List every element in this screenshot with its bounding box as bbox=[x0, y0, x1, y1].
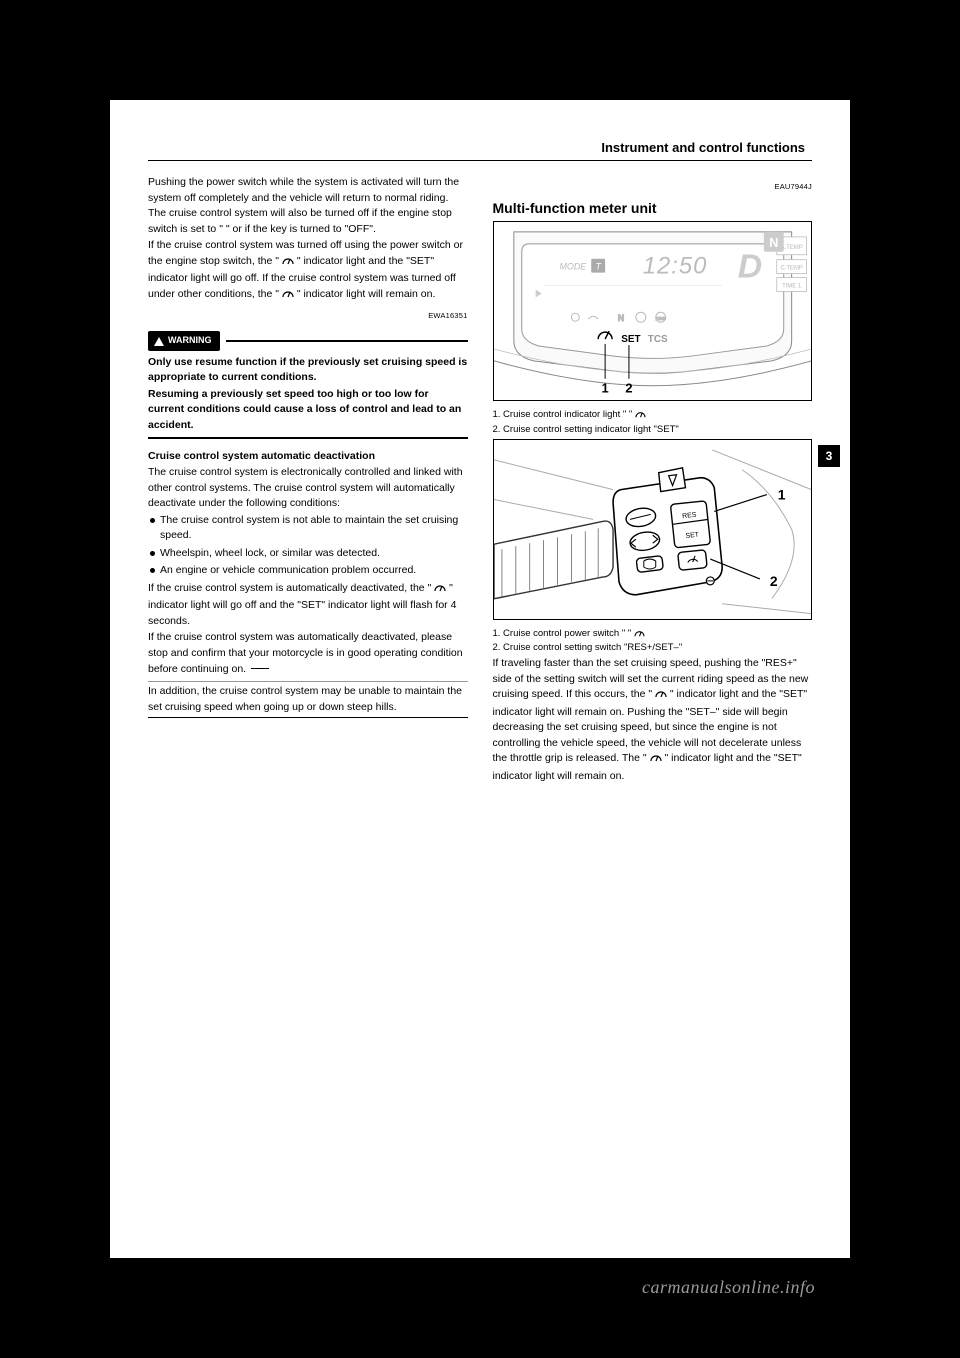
svg-text:TCS: TCS bbox=[647, 334, 667, 345]
svg-text:N: N bbox=[617, 313, 623, 323]
svg-text:ABS: ABS bbox=[655, 316, 666, 322]
warning-triangle-icon bbox=[154, 337, 164, 346]
body-text: Pushing the power switch while the syste… bbox=[148, 175, 468, 237]
warning-badge: WARNING bbox=[148, 331, 220, 350]
list-item: Wheelspin, wheel lock, or similar was de… bbox=[148, 546, 468, 562]
divider-light bbox=[148, 681, 468, 682]
svg-text:SET: SET bbox=[685, 532, 700, 540]
svg-text:1: 1 bbox=[777, 487, 785, 503]
svg-text:1: 1 bbox=[601, 380, 608, 395]
footnote-rule-icon bbox=[251, 665, 269, 672]
warning-label: WARNING bbox=[168, 334, 212, 347]
svg-text:SET: SET bbox=[621, 334, 640, 345]
warning-header: WARNING bbox=[148, 331, 468, 350]
caption-line: 2. Cruise control setting indicator ligh… bbox=[493, 424, 679, 435]
body-text: The cruise control system is electronica… bbox=[148, 465, 468, 512]
figure-handle-switch: RES SET 1 2 bbox=[493, 439, 813, 620]
label-atemp: A.TEMP bbox=[780, 245, 802, 251]
cruise-icon bbox=[650, 753, 662, 769]
warning-heading: Only use resume function if the previous… bbox=[148, 355, 468, 386]
body-text: If the cruise control system is automati… bbox=[148, 581, 468, 630]
svg-text:2: 2 bbox=[625, 380, 632, 395]
cruise-icon bbox=[634, 629, 645, 643]
list-item: The cruise control system is not able to… bbox=[148, 513, 468, 544]
caption-line: 1. Cruise control indicator light " " bbox=[493, 409, 633, 420]
text-columns: Pushing the power switch while the syste… bbox=[148, 175, 812, 786]
divider-dark bbox=[148, 717, 468, 718]
code-label: EAU7944J bbox=[493, 181, 813, 192]
watermark-text: carmanualsonline.info bbox=[642, 1277, 815, 1298]
code-label: EWA16351 bbox=[148, 310, 468, 321]
figure-caption: 1. Cruise control indicator light " " 2.… bbox=[493, 409, 813, 437]
right-column: EAU7944J Multi-function meter unit A.TEM… bbox=[493, 175, 813, 786]
section-heading: Multi-function meter unit bbox=[493, 198, 813, 219]
cruise-icon bbox=[282, 289, 294, 305]
svg-text:RES: RES bbox=[681, 512, 696, 520]
figure-caption: 1. Cruise control power switch " " 2. Cr… bbox=[493, 628, 813, 656]
svg-text:MODE: MODE bbox=[559, 261, 587, 271]
svg-text:T: T bbox=[595, 261, 601, 271]
caption-line: 2. Cruise control setting switch "RES+/S… bbox=[493, 642, 683, 653]
section-tab: 3 bbox=[818, 445, 840, 467]
body-text: In addition, the cruise control system m… bbox=[148, 684, 468, 715]
body-text: If the cruise control system was automat… bbox=[148, 630, 468, 677]
figure-meter-unit: A.TEMP C.TEMP TIME 1 MODE T 12:50 D N bbox=[493, 221, 813, 402]
header-rule bbox=[148, 160, 812, 161]
page-header-title: Instrument and control functions bbox=[601, 140, 805, 155]
label-ctemp: C.TEMP bbox=[780, 265, 802, 271]
body-text: If the cruise control system was turned … bbox=[148, 238, 468, 304]
sub-heading: Cruise control system automatic deactiva… bbox=[148, 449, 468, 465]
label-time: TIME 1 bbox=[782, 283, 802, 289]
cruise-icon bbox=[282, 256, 294, 272]
warning-end-rule bbox=[148, 437, 468, 438]
svg-text:2: 2 bbox=[769, 573, 777, 589]
svg-text:12:50: 12:50 bbox=[642, 252, 707, 279]
cruise-icon bbox=[434, 583, 446, 599]
body-text: If traveling faster than the set cruisin… bbox=[493, 656, 813, 784]
svg-text:D: D bbox=[737, 247, 761, 285]
cruise-icon bbox=[635, 410, 646, 424]
svg-text:N: N bbox=[769, 235, 778, 250]
text-run: " indicator light will remain on. bbox=[297, 288, 436, 300]
text-run: If the cruise control system is automati… bbox=[148, 582, 434, 594]
cruise-icon bbox=[655, 689, 667, 705]
bullet-list: The cruise control system is not able to… bbox=[148, 513, 468, 579]
list-item: An engine or vehicle communication probl… bbox=[148, 563, 468, 579]
warning-body: Resuming a previously set speed too high… bbox=[148, 387, 468, 434]
left-column: Pushing the power switch while the syste… bbox=[148, 175, 468, 786]
warning-rule bbox=[226, 340, 468, 342]
text-run: If the cruise control system was automat… bbox=[148, 631, 463, 674]
caption-line: 1. Cruise control power switch " " bbox=[493, 628, 632, 639]
